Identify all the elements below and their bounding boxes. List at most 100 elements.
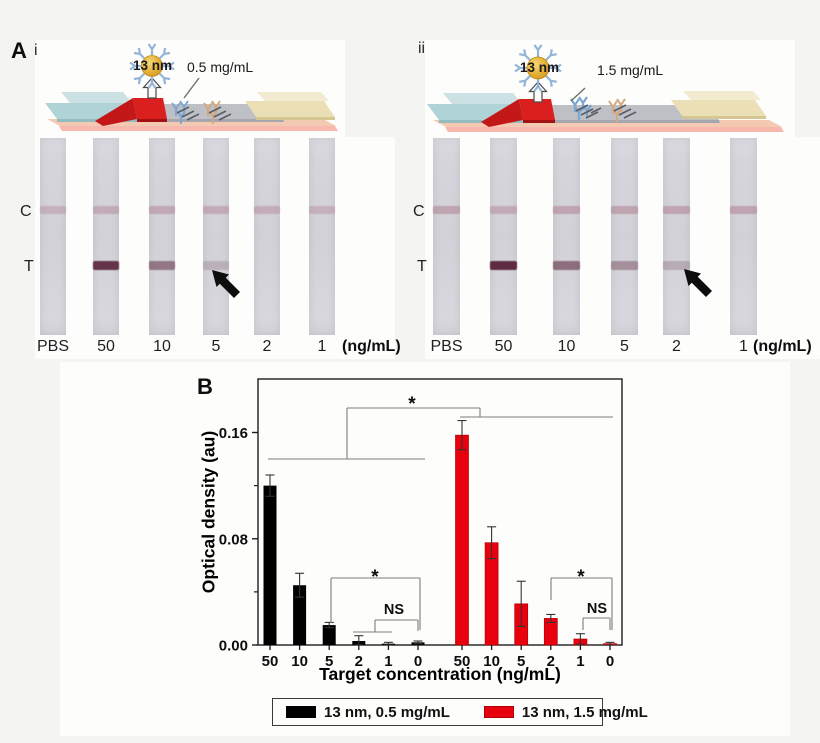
control-line-label-ii: C (413, 203, 425, 220)
legend-entry: 13 nm, 1.5 mg/mL (483, 703, 648, 721)
test-strip (149, 138, 175, 335)
bar (293, 585, 307, 645)
legend-label: 13 nm, 0.5 mg/mL (324, 703, 450, 721)
absorbent-pad-edge (256, 117, 335, 120)
arrow-icon (684, 269, 712, 297)
control-line (730, 206, 757, 214)
test-strip (553, 138, 580, 335)
test-line-label-ii: T (417, 258, 427, 275)
x-tick-label: 1 (384, 653, 392, 670)
control-line (433, 206, 460, 214)
control-line (254, 206, 280, 214)
strip-concentration-label: PBS (36, 338, 69, 355)
legend-entry: 13 nm, 0.5 mg/mL (286, 704, 450, 721)
x-tick-label: 2 (355, 653, 363, 670)
test-line (93, 261, 119, 270)
antibody-concentration-label-i: 0.5 mg/mL (187, 59, 254, 75)
pointer-line (183, 77, 200, 99)
strip-backing-edge (445, 127, 784, 132)
x-tick-label: 5 (517, 653, 525, 670)
bar (322, 625, 336, 645)
conjugate-pad (133, 98, 167, 119)
y-tick-label: 0.16 (219, 425, 248, 442)
y-axis-label: Optical density (au) (198, 430, 219, 594)
legend-swatch-red (483, 706, 514, 718)
strip-concentration-label: 50 (494, 338, 513, 355)
control-line (309, 206, 335, 214)
gold-nanoparticle-icon (128, 42, 176, 90)
nanoparticle-size-label-ii: 13 nm (520, 60, 560, 75)
strip-concentration-label: 10 (153, 338, 171, 355)
test-line-label-i: T (24, 258, 34, 275)
pointer-line (570, 87, 586, 102)
control-line (611, 206, 638, 214)
test-strip (490, 138, 517, 335)
unit-label-ii: (ng/mL) (753, 338, 812, 355)
test-strip (254, 138, 280, 335)
x-tick-label: 2 (547, 653, 555, 670)
test-strip (730, 138, 757, 335)
legend-label: 13 nm, 1.5 mg/mL (521, 703, 648, 721)
bar (455, 434, 469, 646)
test-line (203, 261, 229, 270)
bar (263, 485, 277, 645)
absorbent-pad-top (683, 91, 761, 100)
control-line-label-i: C (20, 203, 32, 220)
test-strip (309, 138, 335, 335)
x-axis-label: Target concentration (ng/mL) (319, 664, 561, 684)
significance-label: * (371, 567, 379, 588)
test-strip (203, 138, 229, 335)
test-line-antibodies-icon (171, 100, 200, 125)
test-line (611, 261, 638, 270)
test-strip (93, 138, 119, 335)
absorbent-pad-top (257, 92, 329, 101)
strip-concentration-label: 5 (211, 338, 221, 355)
conjugate-pad-edge (523, 120, 555, 123)
test-strip (433, 138, 460, 335)
x-tick-label: 5 (325, 653, 333, 670)
absorbent-pad (245, 101, 335, 117)
control-line (490, 206, 517, 214)
antibody-concentration-label-ii: 1.5 mg/mL (597, 62, 664, 78)
control-line (93, 206, 119, 214)
control-line-antibodies-icon (608, 98, 637, 123)
gold-nanoparticle-icon (513, 43, 563, 93)
control-line-antibodies-icon (203, 100, 232, 125)
panel-a-letter: A (11, 38, 27, 63)
lateral-flow-schematic-ii (427, 43, 784, 132)
strip-concentration-label: 2 (672, 338, 681, 355)
significance-label: NS (587, 601, 607, 617)
lateral-flow-schematic-i (45, 42, 338, 131)
strip-concentration-label: PBS (430, 338, 463, 355)
absorbent-pad-edge (682, 116, 766, 119)
test-line (490, 261, 517, 270)
test-line (149, 261, 175, 270)
test-line (663, 261, 690, 270)
plot-frame (257, 378, 623, 646)
sample-pad-top (443, 93, 522, 104)
conjugate-pad (519, 99, 555, 120)
control-line (663, 206, 690, 214)
y-tick-label: 0.00 (219, 638, 248, 655)
strip-concentration-label: 10 (557, 338, 576, 355)
up-arrow-icon (528, 81, 548, 103)
arrow-icon (212, 270, 240, 298)
control-line (40, 206, 66, 214)
panel-b-letter: B (197, 374, 213, 399)
x-tick-label: 10 (291, 653, 308, 670)
test-line-antibodies-icon (569, 95, 602, 122)
significance-label: * (577, 567, 585, 588)
panel-a-sub-ii-label: ii (418, 40, 426, 57)
x-tick-label: 0 (606, 653, 614, 670)
strip-concentration-label: 50 (97, 338, 115, 355)
legend-swatch-black (286, 706, 316, 718)
conjugate-pad-fold (95, 98, 137, 126)
x-tick-label: 50 (454, 653, 471, 670)
panel-a-sub-i-label: i (34, 42, 38, 59)
strip-concentration-label: 2 (262, 338, 272, 355)
nanoparticle-size-label-i: 13 nm (133, 58, 173, 73)
y-tick-label: 0.08 (219, 531, 248, 548)
